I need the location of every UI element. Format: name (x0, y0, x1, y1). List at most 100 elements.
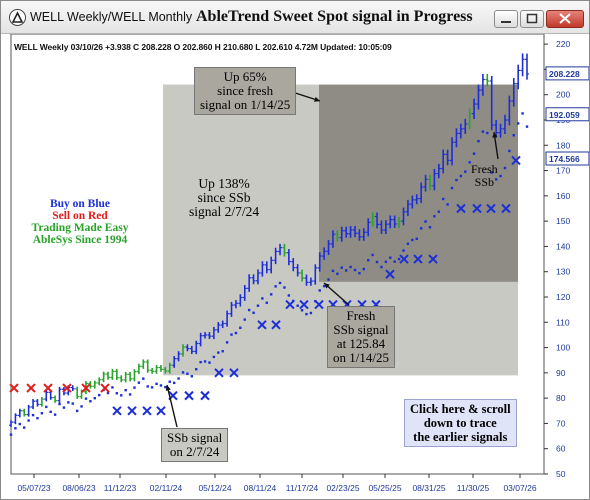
stop-dot (159, 384, 163, 387)
price-tag-box (545, 151, 589, 166)
x-tick-label: 02/11/24 (150, 483, 183, 493)
stop-dot (23, 426, 26, 429)
arrow-fresh-signal-head (324, 283, 330, 289)
sell-signal-x (62, 383, 72, 393)
stop-dot (428, 225, 432, 229)
stop-dot (442, 197, 445, 201)
buy-signal-x (385, 269, 395, 279)
stop-dot (221, 350, 224, 353)
stop-dot (402, 249, 405, 252)
stop-dot (261, 297, 264, 300)
stop-dot (203, 360, 207, 363)
legend-tagline: Trading Made Easy (31, 222, 129, 234)
stop-dot (67, 401, 70, 404)
link-line: Click here & scroll (410, 402, 511, 416)
stop-dot (93, 396, 96, 400)
sell-signal-x (9, 383, 19, 393)
price-tag-box (545, 66, 589, 81)
stop-dot (168, 380, 171, 383)
app-logo-icon (9, 9, 26, 26)
stop-dot (375, 260, 379, 264)
title-bar[interactable]: WELL Weekly/WELL Monthly AbleTrend Sweet… (1, 1, 589, 34)
stop-dot (128, 393, 132, 396)
buy-signal-x (184, 390, 194, 401)
buy-signal-x (486, 203, 496, 214)
buy-signal-x (314, 299, 324, 310)
stop-dot (133, 386, 136, 389)
stop-dot (309, 311, 313, 315)
stop-dot (296, 304, 299, 307)
buy-signal-x (229, 368, 239, 378)
x-tick-label: 02/23/25 (326, 483, 359, 493)
stop-dot (406, 242, 410, 246)
stop-dot (120, 394, 123, 397)
close-button[interactable] (546, 10, 584, 28)
x-tick-label: 08/31/25 (412, 483, 445, 493)
stop-dot (212, 355, 216, 359)
stop-dot (455, 178, 458, 182)
annotation-line: signal on 1/14/25 (200, 97, 291, 112)
arrow-ssb-signal (166, 384, 178, 428)
stop-dot (477, 139, 480, 143)
annotation-line: on 1/14/25 (333, 350, 389, 365)
stop-dot (115, 392, 119, 395)
buy-signal-x (271, 320, 281, 330)
stop-dot (31, 413, 35, 417)
buy-signal-x (456, 203, 466, 214)
y-tick-label: 50 (556, 469, 566, 479)
stop-dot (380, 265, 383, 269)
gain-region-since-1-14-25 (319, 84, 518, 282)
y-tick-label: 140 (556, 241, 570, 251)
sell-signal-x (81, 383, 91, 393)
annotation-line: Up 65% (223, 69, 267, 84)
y-tick-label: 120 (556, 292, 570, 302)
stop-dot (494, 178, 498, 181)
annotation-line: on 2/7/24 (169, 444, 220, 459)
stop-dot (106, 391, 110, 395)
y-tick-label: 90 (556, 368, 566, 378)
maximize-button[interactable] (520, 10, 544, 28)
buy-signal-x (112, 406, 122, 416)
annotation-line: SSb signal (167, 430, 223, 445)
quote-line: WELL Weekly 03/10/26 +3.938 C 208.228 O … (14, 42, 392, 52)
link-line: down to trace (423, 416, 497, 430)
stop-dot (446, 203, 449, 206)
buy-signal-x (501, 203, 511, 214)
stop-dot (18, 422, 22, 426)
stop-dot (186, 372, 189, 375)
minimize-button[interactable] (494, 10, 518, 28)
stop-dot (278, 281, 282, 285)
y-tick-label: 80 (556, 393, 566, 403)
stop-dot (358, 271, 361, 275)
stop-dot (508, 149, 511, 153)
stop-dot (142, 377, 145, 380)
stop-dot (89, 400, 92, 403)
stop-dot (353, 268, 357, 272)
stop-dot (274, 285, 277, 288)
stop-dot (331, 269, 335, 273)
stop-dot (305, 312, 308, 316)
stop-dot (411, 238, 414, 242)
stop-dot (225, 341, 229, 344)
stop-dot (512, 134, 515, 137)
annotation-fresh-ssb-signal: Fresh SSb signal at 125.84 on 1/14/25 (327, 306, 395, 368)
sell-signal-x (43, 383, 53, 393)
stop-dot (195, 368, 198, 371)
stop-dot (252, 311, 255, 314)
x-tick-label: 03/07/26 (503, 483, 536, 493)
stop-dot (40, 412, 44, 415)
y-tick-label: 200 (556, 90, 570, 100)
annotation-line: Fresh (346, 308, 376, 323)
stop-dot (450, 186, 454, 190)
stop-dot (472, 152, 476, 155)
buy-signal-x (156, 406, 166, 416)
buy-signal-x (127, 406, 137, 416)
stop-dot (9, 433, 13, 436)
arrow-fresh-ssb-head (492, 132, 498, 138)
stop-dot (36, 416, 39, 420)
stop-dot (98, 393, 101, 397)
stop-dot (300, 309, 304, 312)
click-here-link[interactable]: Click here & scroll down to trace the ea… (404, 399, 517, 447)
y-tick-label: 160 (556, 191, 570, 201)
y-tick-label: 100 (556, 343, 570, 353)
